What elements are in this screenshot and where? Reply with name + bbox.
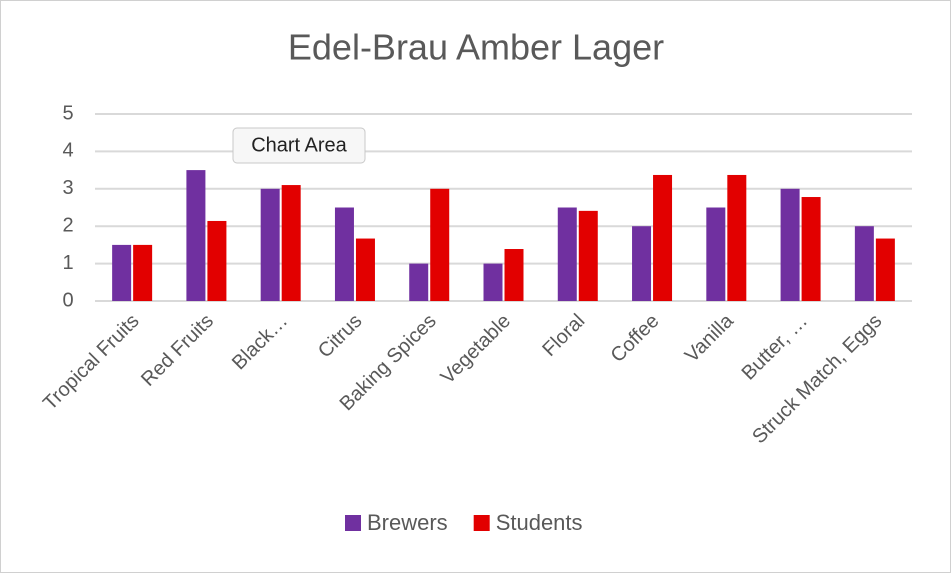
tooltip-text: Chart Area <box>251 134 347 156</box>
bar <box>186 170 206 301</box>
y-tick-label: 5 <box>62 102 73 124</box>
bar <box>483 263 503 301</box>
bar <box>578 210 598 301</box>
tooltip: Chart Area <box>232 127 366 164</box>
bar <box>133 244 153 301</box>
bar <box>281 185 301 301</box>
y-tick-label: 1 <box>62 252 73 274</box>
bar <box>632 226 652 301</box>
bar <box>112 244 132 301</box>
legend-swatch <box>473 515 490 531</box>
bar <box>207 220 227 301</box>
bar <box>409 263 429 301</box>
bar <box>780 188 800 301</box>
y-tick-label: 3 <box>62 177 73 199</box>
legend-label: Students <box>496 510 583 535</box>
bar <box>557 207 577 301</box>
tooltip-box <box>232 127 366 164</box>
y-tick-label: 0 <box>62 289 73 311</box>
chart-title: Edel-Brau Amber Lager <box>288 27 664 68</box>
bar <box>355 238 375 301</box>
bar <box>727 174 747 301</box>
bar <box>504 249 524 301</box>
y-tick-label: 2 <box>62 214 73 236</box>
bar <box>430 188 450 301</box>
bar <box>706 207 726 301</box>
y-tick-label: 4 <box>62 140 73 162</box>
bar <box>260 188 280 301</box>
bar <box>653 174 673 301</box>
bar <box>875 238 895 301</box>
legend-label: Brewers <box>367 510 448 535</box>
bar <box>854 226 874 301</box>
legend-swatch <box>345 515 361 531</box>
bar <box>801 197 821 301</box>
bar <box>334 207 354 301</box>
